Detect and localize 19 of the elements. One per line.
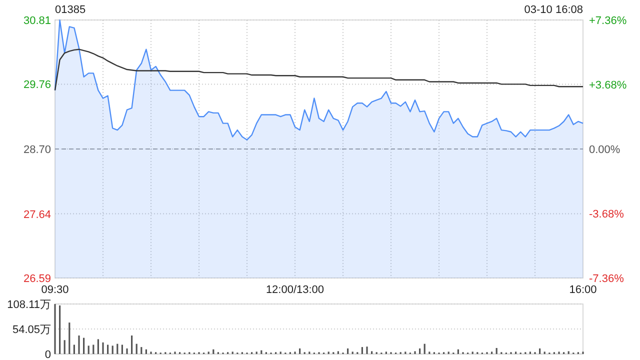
y-tick-label: 27.64 — [23, 208, 51, 221]
y2-tick-label: +3.68% — [589, 80, 627, 92]
y-tick-label: 26.59 — [23, 273, 51, 285]
x-tick-label: 16:00 — [569, 284, 597, 296]
y-tick-label: 30.81 — [23, 15, 51, 27]
y2-tick-label: +7.36% — [589, 15, 627, 27]
line-series — [54, 48, 584, 91]
y-tick-label: 29.76 — [23, 79, 51, 92]
y2-tick-label: 0.00% — [589, 144, 620, 156]
x-tick-label: 09:30 — [41, 284, 69, 296]
x-tick-label: 12:00/13:00 — [266, 284, 324, 296]
text: 03-10 16:08 — [524, 4, 583, 16]
y-tick-label: 54.05万 — [12, 324, 51, 336]
y2-tick-label: -7.36% — [589, 273, 624, 285]
y-tick-label: 108.11万 — [7, 299, 51, 311]
chart-title: 01385 — [55, 4, 86, 16]
y-tick-label: 28.70 — [23, 144, 51, 156]
y2-tick-label: -3.68% — [589, 208, 624, 220]
y-tick-label: 0 — [44, 349, 51, 360]
